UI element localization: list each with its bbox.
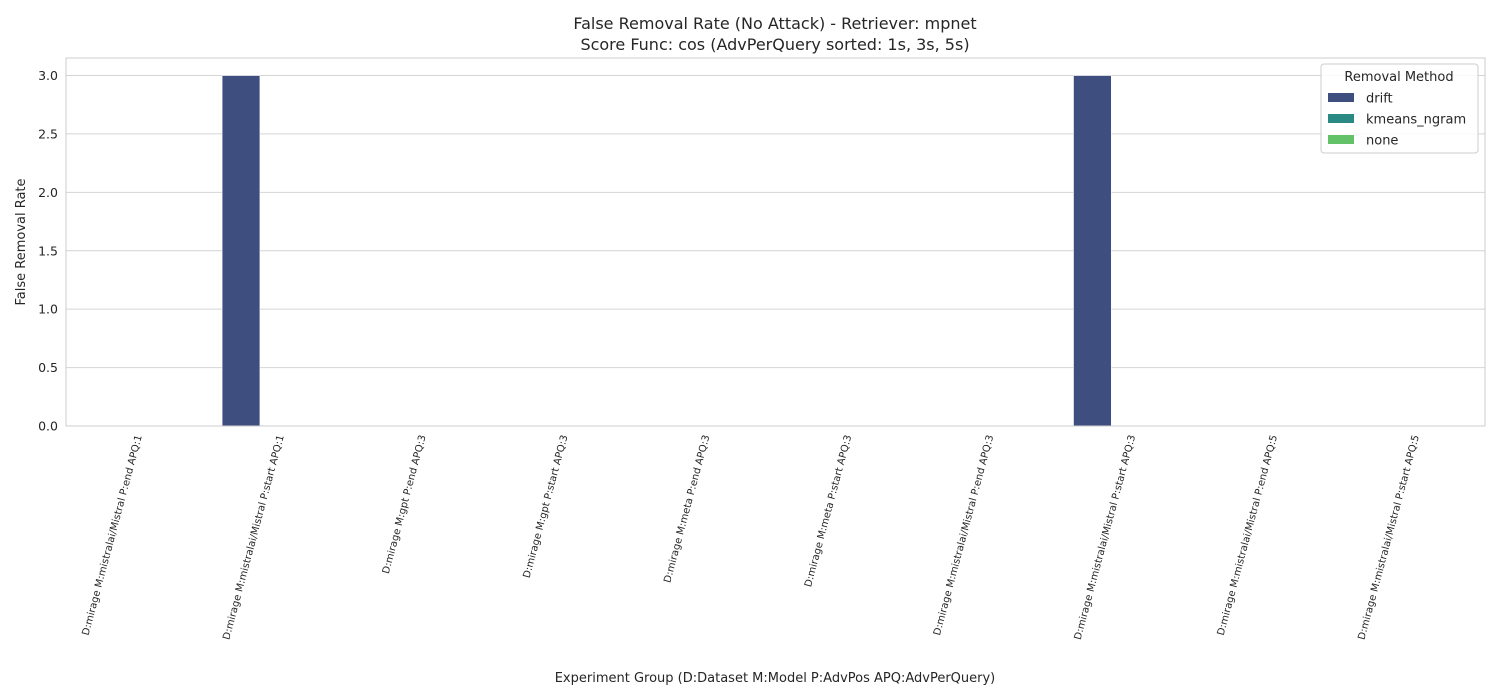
x-tick-label: D:mirage M:mistralai/Mistral P:end APQ:5 — [1216, 434, 1280, 637]
grid-lines — [66, 75, 1485, 427]
plot-frame — [65, 57, 1486, 427]
x-tick-label: D:mirage M:meta P:start APQ:3 — [803, 434, 854, 588]
x-tick-labels: D:mirage M:mistralai/Mistral P:end APQ:1… — [81, 434, 1422, 641]
chart-title: False Removal Rate (No Attack) - Retriev… — [573, 14, 976, 33]
legend-title: Removal Method — [1344, 70, 1453, 85]
legend-swatch-kmeans_ngram — [1328, 114, 1354, 123]
legend-label-none: none — [1366, 134, 1398, 149]
legend-label-drift: drift — [1366, 92, 1393, 107]
y-tick-label: 1.0 — [38, 302, 58, 317]
x-tick-label: D:mirage M:gpt P:start APQ:3 — [522, 434, 571, 579]
x-tick-label: D:mirage M:mistralai/Mistral P:start APQ… — [1357, 434, 1422, 641]
bar-drift-1 — [221, 75, 261, 427]
y-tick-label: 0.5 — [38, 360, 58, 375]
y-tick-label: 2.0 — [38, 185, 58, 200]
legend-swatch-drift — [1328, 93, 1354, 102]
x-tick-label: D:mirage M:gpt P:end APQ:3 — [381, 434, 429, 575]
y-axis-label: False Removal Rate — [14, 178, 29, 305]
y-tick-label: 1.5 — [38, 243, 58, 258]
x-tick-label: D:mirage M:meta P:end APQ:3 — [662, 434, 712, 584]
x-axis-label: Experiment Group (D:Dataset M:Model P:Ad… — [555, 671, 996, 686]
y-tick-label: 3.0 — [38, 68, 58, 83]
y-tick-labels: 0.0 0.5 1.0 1.5 2.0 2.5 3.0 — [38, 68, 58, 433]
x-tick-label: D:mirage M:mistralai/Mistral P:start APQ… — [221, 434, 286, 641]
legend-box — [1320, 63, 1479, 154]
x-tick-label: D:mirage M:mistralai/Mistral P:end APQ:1 — [81, 434, 145, 637]
y-tick-label: 0.0 — [38, 419, 58, 434]
bar-drift-7 — [1073, 75, 1112, 427]
legend-label-kmeans_ngram: kmeans_ngram — [1366, 113, 1466, 128]
x-tick-label: D:mirage M:mistralai/Mistral P:start APQ… — [1073, 434, 1138, 641]
legend-swatch-none — [1328, 135, 1354, 144]
y-tick-label: 2.5 — [38, 126, 58, 141]
x-tick-label: D:mirage M:mistralai/Mistral P:end APQ:3 — [932, 434, 996, 637]
chart-subtitle: Score Func: cos (AdvPerQuery sorted: 1s,… — [580, 35, 969, 54]
